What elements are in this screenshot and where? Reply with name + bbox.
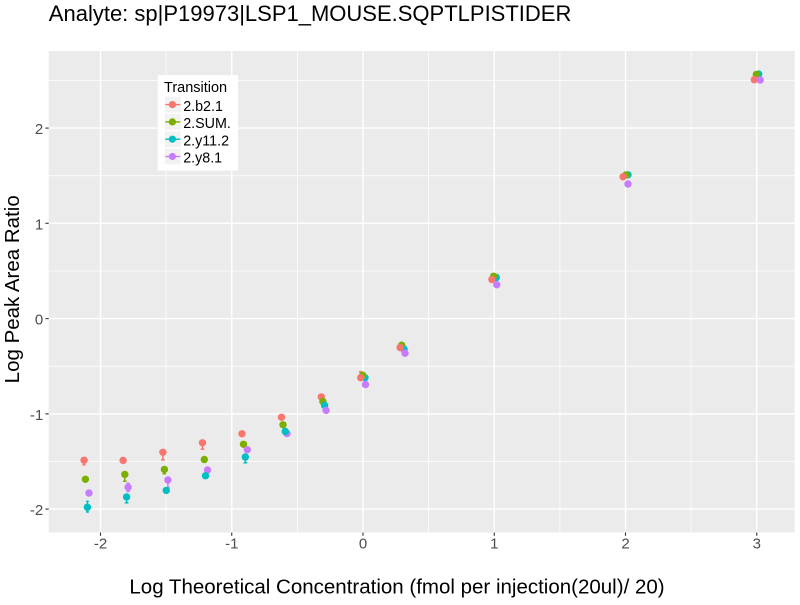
svg-text:Analyte: sp|P19973|LSP1_MOUSE.: Analyte: sp|P19973|LSP1_MOUSE.SQPTLPISTI… [49,1,572,26]
svg-text:2: 2 [35,121,43,138]
svg-text:Transition: Transition [164,80,227,96]
svg-text:1: 1 [35,216,43,233]
svg-text:2.y11.2: 2.y11.2 [183,133,229,149]
svg-text:-2: -2 [94,536,107,553]
svg-text:2: 2 [621,536,629,553]
svg-text:0: 0 [35,312,43,329]
svg-text:1: 1 [490,536,498,553]
svg-text:0: 0 [359,536,367,553]
svg-text:2.SUM.: 2.SUM. [183,116,231,132]
svg-text:3: 3 [753,536,761,553]
svg-text:Log Theoretical Concentration: Log Theoretical Concentration (fmol per … [129,576,664,599]
svg-text:Log Peak Area Ratio: Log Peak Area Ratio [1,195,24,383]
svg-text:2.b2.1: 2.b2.1 [183,99,223,115]
svg-text:2.y8.1: 2.y8.1 [183,151,222,167]
svg-text:-2: -2 [30,502,43,519]
svg-text:-1: -1 [225,536,238,553]
svg-text:-1: -1 [30,407,43,424]
